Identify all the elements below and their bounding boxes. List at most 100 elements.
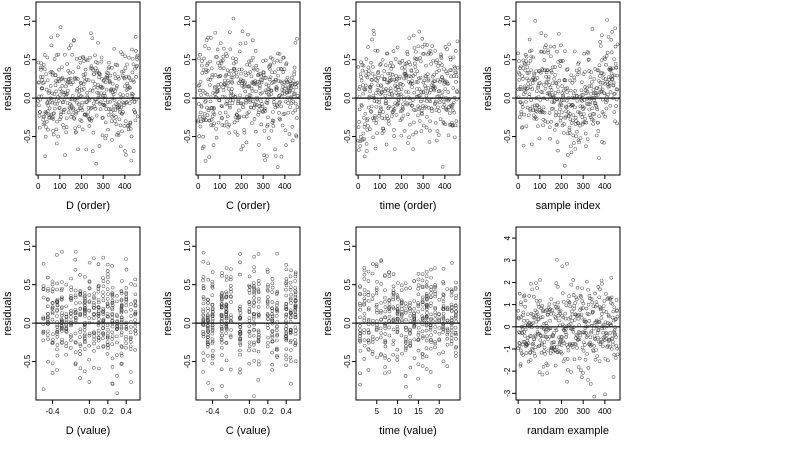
data-point xyxy=(548,125,552,130)
data-point xyxy=(561,88,566,93)
data-point xyxy=(206,309,210,313)
data-point xyxy=(555,140,560,144)
data-point xyxy=(96,300,101,305)
data-point xyxy=(433,101,438,105)
data-point xyxy=(198,110,203,115)
data-point xyxy=(601,344,605,349)
data-point xyxy=(556,113,561,117)
data-point xyxy=(201,334,206,339)
data-point xyxy=(133,110,138,115)
data-point xyxy=(445,307,450,311)
data-point xyxy=(560,110,564,115)
data-point xyxy=(527,94,531,99)
data-point xyxy=(420,285,425,290)
data-point xyxy=(41,331,45,335)
data-point xyxy=(133,318,137,322)
data-point xyxy=(517,72,522,76)
data-point xyxy=(567,323,571,327)
data-point xyxy=(395,307,400,312)
x-tick-label: 400 xyxy=(438,182,452,191)
data-point xyxy=(131,96,136,101)
data-point xyxy=(566,131,570,136)
data-point xyxy=(96,305,101,309)
y-tick-label: 1.0 xyxy=(183,240,192,252)
data-point xyxy=(455,66,460,70)
data-point xyxy=(269,128,274,133)
data-point xyxy=(220,123,225,127)
data-point xyxy=(576,313,580,318)
data-point xyxy=(224,327,229,332)
data-point xyxy=(417,119,422,123)
data-point xyxy=(66,110,71,115)
data-point xyxy=(210,387,215,392)
data-point xyxy=(124,345,128,350)
data-point xyxy=(601,76,606,81)
data-point xyxy=(238,352,242,357)
data-point xyxy=(376,88,381,93)
data-point xyxy=(197,56,201,61)
data-point xyxy=(228,98,233,103)
data-point xyxy=(71,108,76,112)
data-point xyxy=(201,250,206,255)
data-point xyxy=(278,117,283,122)
data-point xyxy=(424,63,428,68)
data-point xyxy=(575,297,579,302)
data-point xyxy=(50,305,55,310)
data-point xyxy=(615,121,619,126)
data-point xyxy=(288,308,293,313)
data-point xyxy=(50,361,55,366)
data-point xyxy=(110,291,115,295)
data-point xyxy=(120,69,124,74)
data-point xyxy=(365,128,370,132)
data-point xyxy=(572,306,577,311)
data-point xyxy=(408,328,412,333)
data-point xyxy=(533,19,538,23)
data-point xyxy=(201,301,206,306)
data-point xyxy=(615,347,619,351)
data-point xyxy=(454,351,458,355)
data-point xyxy=(210,73,215,77)
data-point xyxy=(222,123,227,128)
data-point xyxy=(549,70,554,75)
data-point xyxy=(206,354,210,358)
data-point xyxy=(96,338,101,343)
data-point xyxy=(523,62,527,67)
data-point xyxy=(579,93,584,97)
data-point xyxy=(395,304,400,308)
data-point xyxy=(199,93,203,97)
data-point xyxy=(265,270,270,274)
data-point xyxy=(55,329,59,334)
data-point xyxy=(247,302,252,307)
data-point xyxy=(375,319,379,323)
data-point xyxy=(89,106,93,111)
data-point xyxy=(238,348,242,353)
data-point xyxy=(429,340,433,344)
data-point xyxy=(517,78,522,82)
data-point xyxy=(249,58,253,63)
data-point xyxy=(543,330,548,334)
data-point xyxy=(580,115,585,119)
data-point xyxy=(256,287,261,292)
data-point xyxy=(605,50,610,55)
data-point xyxy=(554,281,559,285)
data-point xyxy=(252,290,256,295)
data-point xyxy=(433,341,437,346)
data-point xyxy=(275,165,280,169)
data-point xyxy=(362,311,367,316)
data-point xyxy=(129,282,133,286)
data-point xyxy=(542,345,547,350)
data-point xyxy=(254,129,258,134)
data-point xyxy=(428,49,433,53)
data-point xyxy=(612,110,617,114)
data-point xyxy=(238,370,242,375)
data-point xyxy=(401,114,406,118)
data-point xyxy=(110,90,115,95)
data-point xyxy=(362,296,367,301)
data-point xyxy=(55,331,59,336)
data-point xyxy=(129,307,133,312)
data-point xyxy=(592,326,596,331)
data-point xyxy=(97,366,101,371)
data-point xyxy=(288,340,293,345)
data-point xyxy=(238,341,242,346)
data-point xyxy=(206,261,210,266)
